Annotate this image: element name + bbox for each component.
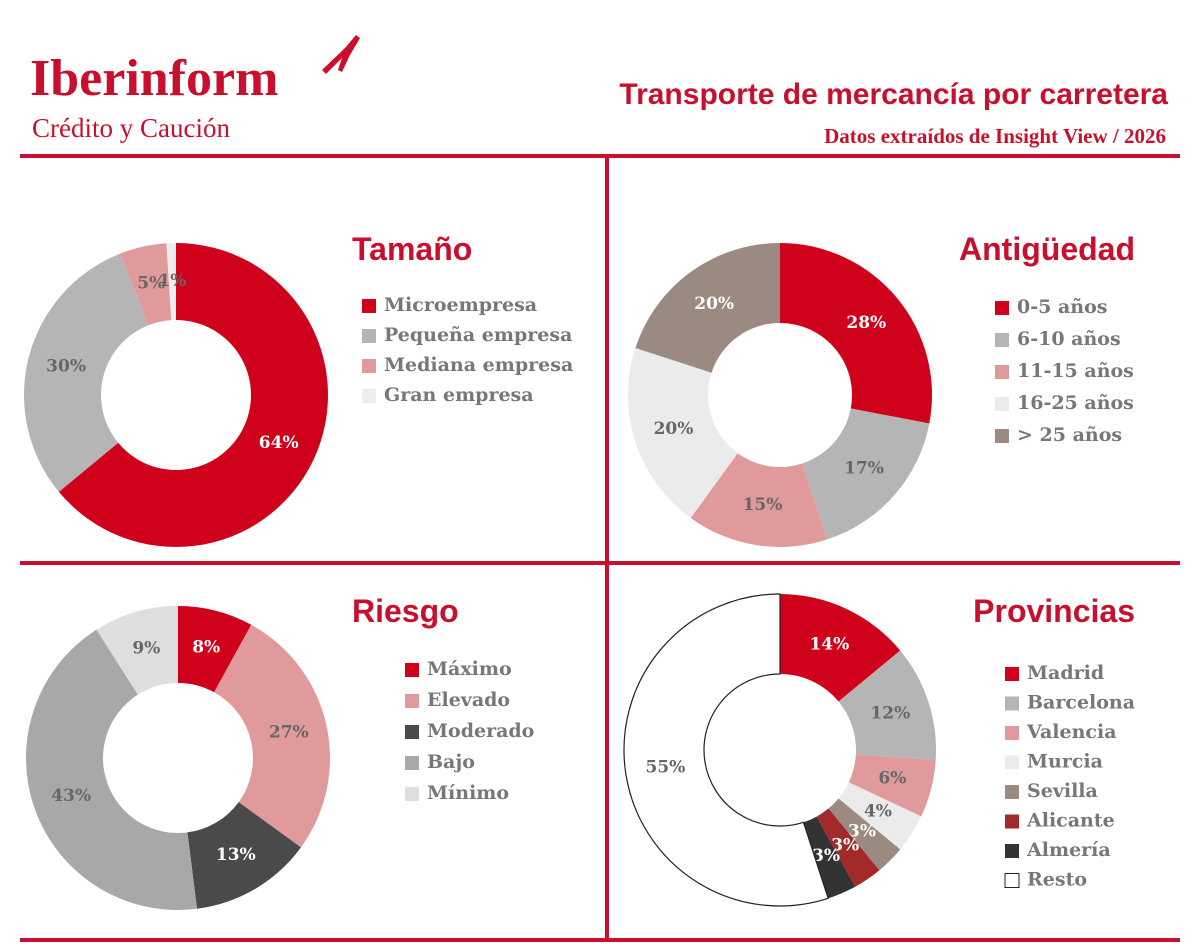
slice: [120, 243, 172, 326]
legend-swatch: [1005, 785, 1019, 799]
slice: [802, 408, 930, 540]
legend-swatch: [362, 359, 376, 373]
data-label: 6%: [878, 768, 906, 788]
legend-label: 16-25 años: [1017, 392, 1134, 414]
legend-swatch: [1005, 726, 1019, 740]
legend-swatch: [405, 756, 419, 770]
legend-label: Barcelona: [1027, 692, 1135, 714]
legend-label: Mínimo: [427, 782, 509, 804]
legend-label: Microempresa: [384, 294, 537, 316]
legend-swatch: [405, 725, 419, 739]
data-label: 1%: [158, 271, 186, 291]
legend-swatch: [405, 787, 419, 801]
slice: [628, 348, 738, 518]
legend-label: Madrid: [1027, 662, 1104, 684]
slice: [838, 782, 922, 850]
legend-label: Gran empresa: [384, 384, 534, 406]
data-label: 12%: [870, 704, 910, 724]
chart-title: Provincias: [973, 593, 1135, 629]
slice: [838, 650, 937, 760]
legend-label: Alicante: [1026, 810, 1115, 832]
slice: [178, 606, 252, 693]
legend-swatch: [995, 365, 1009, 379]
legend-swatch: [995, 333, 1009, 347]
legend-label: Sevilla: [1027, 780, 1098, 802]
legend-label: Valencia: [1026, 721, 1117, 743]
legend-label: Resto: [1027, 869, 1087, 891]
data-label: 8%: [192, 638, 220, 658]
legend-swatch: [995, 397, 1009, 411]
data-label: 9%: [132, 639, 160, 659]
legend-label: Moderado: [427, 720, 534, 742]
page-title: Transporte de mercancía por carretera: [619, 78, 1168, 111]
slice: [828, 798, 901, 871]
slice: [623, 593, 829, 907]
legend-swatch: [405, 663, 419, 677]
data-label: 15%: [743, 495, 783, 515]
data-label: 28%: [846, 313, 886, 333]
page-subtitle: Datos extraídos de Insight View / 2026: [824, 124, 1166, 148]
slice: [780, 243, 932, 424]
legend-label: Murcia: [1027, 751, 1103, 773]
legend-label: Pequeña empresa: [384, 324, 572, 346]
data-label: 4%: [864, 802, 892, 822]
slice: [25, 629, 198, 911]
legend-swatch: [1005, 755, 1019, 770]
slice: [166, 243, 176, 321]
slice: [803, 816, 856, 899]
chart-title: Tamaño: [352, 231, 472, 267]
legend-label: Bajo: [427, 751, 475, 773]
data-label: 3%: [812, 846, 840, 866]
legend-swatch: [362, 389, 376, 403]
dividers: [20, 154, 1180, 942]
brand-sub: Crédito y Caución: [32, 113, 230, 143]
legend-label: > 25 años: [1017, 424, 1122, 446]
data-label: 20%: [694, 294, 734, 314]
legend-swatch: [362, 299, 376, 313]
legend-swatch: [1005, 667, 1019, 681]
legend-swatch: [995, 429, 1009, 443]
slice: [816, 808, 880, 887]
data-label: 43%: [51, 786, 91, 806]
brand-icon: [322, 35, 360, 74]
slice: [96, 606, 178, 695]
legend-swatch: [1005, 814, 1019, 829]
data-label: 5%: [137, 274, 165, 294]
slice: [848, 754, 936, 817]
legend-label: Almería: [1026, 839, 1111, 861]
legend-label: 0-5 años: [1017, 296, 1107, 318]
data-label: 3%: [848, 822, 876, 842]
data-label: 55%: [646, 758, 686, 778]
legend-swatch: [1005, 696, 1019, 711]
slice: [780, 594, 901, 702]
data-label: 27%: [269, 723, 309, 743]
data-label: 13%: [216, 845, 256, 865]
legend-swatch: [1005, 844, 1019, 858]
slice: [58, 243, 328, 547]
data-label: 64%: [259, 433, 299, 453]
slice: [690, 453, 827, 547]
legend-swatch: [1004, 873, 1020, 888]
legend-swatch: [995, 301, 1009, 315]
legend-label: Elevado: [427, 689, 510, 711]
slice: [214, 624, 330, 848]
legend-label: 11-15 años: [1017, 360, 1134, 382]
slice: [635, 243, 780, 373]
chart-title: Antigüedad: [959, 231, 1135, 267]
data-label: 20%: [654, 419, 694, 439]
brand: Iberinform: [30, 50, 278, 107]
legend-swatch: [405, 694, 419, 708]
data-label: 17%: [844, 459, 884, 479]
slice: [23, 253, 149, 492]
chart-title: Riesgo: [352, 593, 459, 629]
legend-swatch: [362, 329, 376, 343]
data-label: 3%: [831, 835, 859, 855]
legend-label: Mediana empresa: [384, 354, 573, 376]
slice: [187, 802, 301, 909]
legend-label: Máximo: [427, 658, 512, 680]
data-label: 14%: [809, 635, 849, 655]
data-label: 30%: [46, 356, 86, 376]
legend-label: 6-10 años: [1017, 328, 1121, 350]
